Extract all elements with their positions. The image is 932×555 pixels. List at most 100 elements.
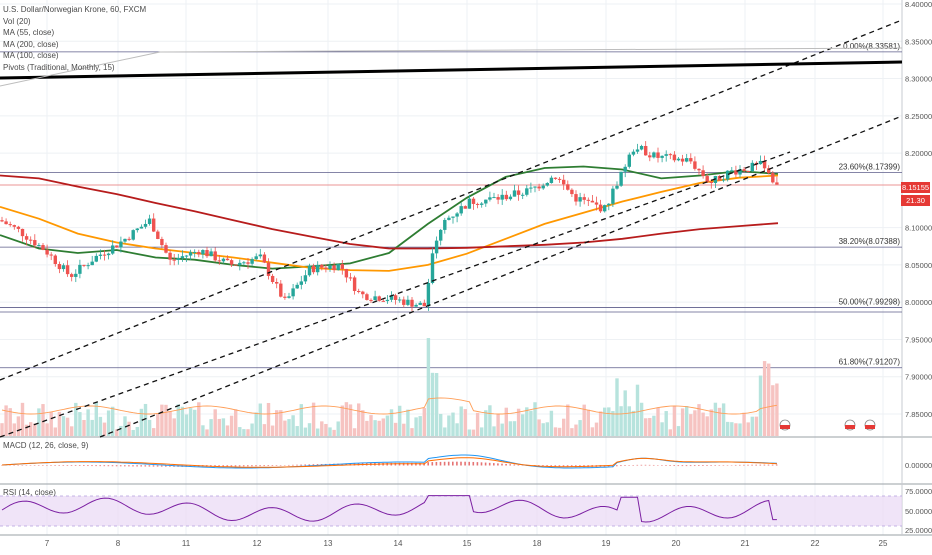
candle-body	[664, 154, 668, 156]
volume-bar	[721, 403, 726, 436]
candle-body	[45, 249, 49, 255]
macd-hist-bar	[275, 465, 278, 466]
volume-bar	[336, 421, 340, 436]
volume-bar	[324, 423, 328, 436]
volume-bar	[393, 422, 398, 436]
candle-body	[111, 245, 115, 254]
volume-bar	[381, 418, 385, 436]
macd-hist-bar	[62, 465, 65, 466]
volume-bar	[767, 363, 771, 436]
ma-line-faint	[0, 51, 161, 87]
ma100-line	[0, 174, 779, 272]
candle-body	[471, 198, 476, 204]
macd-hist-bar	[218, 465, 220, 467]
volume-bar	[590, 427, 595, 436]
volume-bar	[373, 420, 377, 436]
volume-bar	[730, 422, 734, 436]
candle-body	[176, 258, 180, 260]
volume-bar	[172, 418, 176, 436]
macd-hist-bar	[714, 465, 716, 466]
volume-bar	[111, 406, 115, 436]
candle-body	[283, 296, 287, 298]
candle-body	[213, 251, 217, 261]
indicator-ma200[interactable]: MA (200, close)	[3, 39, 59, 49]
candle-body	[49, 254, 53, 256]
candle-body	[57, 264, 62, 270]
candle-body	[553, 177, 558, 179]
volume-bar	[467, 429, 472, 436]
candle-body	[320, 264, 324, 268]
macd-hist-bar	[66, 465, 69, 466]
candle-body	[742, 169, 746, 171]
candle-body	[701, 170, 705, 177]
volume-bar	[98, 416, 103, 436]
candle-body	[291, 288, 295, 297]
macd-hist-bar	[759, 464, 762, 466]
macd-hist-bar	[472, 461, 475, 466]
candle-body	[106, 253, 111, 256]
volume-bar	[529, 410, 533, 436]
volume-bar	[152, 428, 156, 436]
macd-hist-bar	[119, 465, 122, 467]
volume-bar	[287, 419, 291, 436]
volume-bar	[197, 402, 201, 436]
volume-bar	[102, 422, 107, 436]
ma55-line	[0, 165, 779, 270]
macd-hist-bar	[493, 463, 495, 466]
macd-hist-bar	[689, 465, 692, 467]
candle-body	[570, 189, 574, 195]
macd-hist-bar	[652, 464, 655, 466]
candle-body	[53, 255, 57, 265]
candle-body	[680, 158, 685, 162]
volume-bar	[713, 402, 718, 436]
rsi-label: RSI (14, close)	[3, 488, 56, 497]
macd-hist-bar	[443, 461, 446, 466]
volume-bar	[328, 427, 332, 436]
volume-bar	[299, 404, 303, 436]
volume-bar	[4, 405, 8, 436]
candle-body	[254, 256, 258, 260]
volume-bar	[0, 423, 4, 436]
candle-body	[229, 260, 234, 265]
candle-body	[348, 277, 353, 279]
volume-bar	[742, 412, 746, 436]
indicator-pivots[interactable]: Pivots (Traditional, Monthly, 15)	[3, 62, 115, 72]
volume-bar	[234, 409, 238, 436]
candle-body	[307, 265, 312, 276]
candle-body	[225, 258, 230, 261]
volume-bar	[74, 402, 78, 436]
macd-hist-bar	[132, 465, 134, 467]
macd-hist-bar	[140, 465, 142, 467]
signal-line	[1, 457, 777, 468]
candle-body	[344, 268, 349, 278]
candle-body	[635, 149, 640, 152]
candle-body	[160, 238, 164, 246]
indicator-ma100[interactable]: MA (100, close)	[3, 51, 59, 60]
volume-bar	[180, 406, 185, 436]
volume-bar	[37, 408, 41, 436]
volume-bar	[664, 411, 668, 436]
macd-hist-bar	[616, 465, 618, 467]
indicator-ma55[interactable]: MA (55, close)	[3, 28, 55, 37]
macd-hist-bar	[128, 465, 130, 467]
volume-bar	[656, 407, 660, 436]
volume-bar	[447, 415, 451, 436]
macd-hist-bar	[464, 461, 466, 466]
macd-hist-bar	[661, 465, 663, 466]
volume-bar	[205, 429, 209, 436]
volume-bar	[639, 402, 644, 436]
candle-body	[65, 265, 70, 275]
upper-channel-line	[0, 19, 903, 381]
indicator-vol[interactable]: Vol (20)	[3, 16, 31, 26]
candle-body	[143, 223, 148, 227]
candle-body	[767, 168, 771, 174]
macd-hist-bar	[669, 465, 671, 466]
macd-hist-bar	[509, 464, 511, 466]
volume-bar	[262, 424, 267, 436]
price-axis-label: 8.00000	[905, 298, 932, 307]
macd-hist-bar	[29, 465, 32, 466]
price-axis-label: 8.30000	[905, 75, 932, 84]
macd-hist-bar	[730, 465, 733, 466]
